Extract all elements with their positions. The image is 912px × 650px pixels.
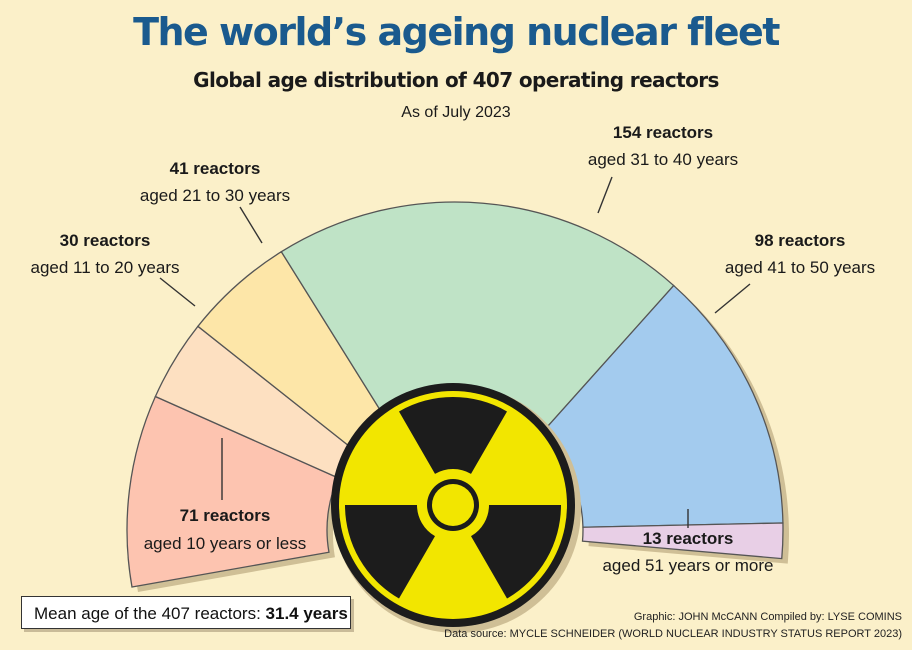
leader-line-4	[597, 176, 613, 214]
leader-line-2	[159, 277, 196, 307]
slice-age-label-2: aged 11 to 20 years	[30, 258, 179, 277]
slice-labels: 71 reactors aged 10 years or less 30 react…	[30, 123, 875, 575]
mean-age-box: Mean age of the 407 reactors: 31.4 years	[21, 596, 351, 629]
slice-count-label-3: 41 reactors	[170, 159, 261, 178]
chart-title: The world’s ageing nuclear fleet	[133, 10, 780, 54]
slice-age-label-1: aged 10 years or less	[144, 534, 307, 553]
slice-count-label-4: 154 reactors	[613, 123, 713, 142]
slice-count-label-6: 13 reactors	[643, 529, 734, 548]
credit-data-source: Data source: MYCLE SCHNEIDER (WORLD NUCL…	[444, 628, 902, 640]
mean-age-label: Mean age of the 407 reactors:	[34, 604, 261, 623]
leader-lines	[159, 176, 751, 528]
trefoil-blade-1	[399, 397, 507, 474]
slice-age-label-3: aged 21 to 30 years	[140, 186, 290, 205]
mean-age-value: 31.4 years	[265, 604, 348, 623]
as-of-date: As of July 2023	[401, 104, 511, 121]
slice-age-label-5: aged 41 to 50 years	[725, 258, 875, 277]
trefoil-hub	[432, 484, 474, 526]
trefoil-blade-2	[345, 505, 435, 599]
leader-line-5	[714, 283, 751, 314]
slice-count-label-2: 30 reactors	[60, 231, 151, 250]
slice-age-label-4: aged 31 to 40 years	[588, 150, 738, 169]
leader-line-3	[239, 206, 263, 244]
slices-group	[126, 201, 784, 588]
slice-count-label-5: 98 reactors	[755, 231, 846, 250]
radiation-trefoil-icon	[331, 383, 581, 633]
chart-subtitle: Global age distribution of 407 operating…	[193, 68, 719, 92]
trefoil-blade-3	[471, 505, 561, 599]
slice-count-label-1: 71 reactors	[180, 506, 271, 525]
slice-age-label-6: aged 51 years or more	[602, 556, 773, 575]
credit-graphic: Graphic: JOHN McCANN Compiled by: LYSE C…	[633, 611, 902, 623]
slice-6	[581, 522, 784, 560]
